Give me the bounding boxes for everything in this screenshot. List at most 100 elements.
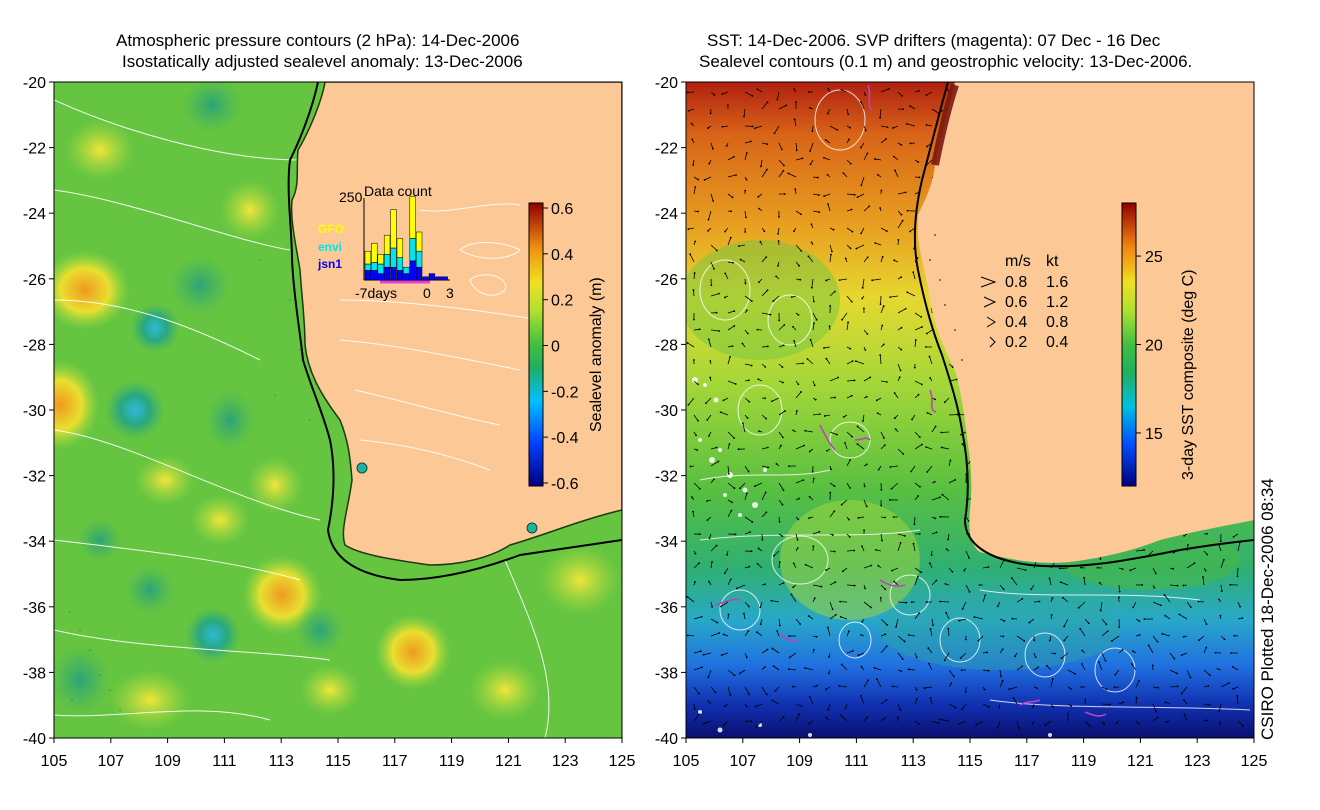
velocity-vector xyxy=(876,678,882,688)
velocity-vector xyxy=(811,278,814,288)
velocity-vector xyxy=(795,533,798,540)
velocity-vector xyxy=(727,686,731,696)
velocity-vector xyxy=(1130,567,1137,571)
velocity-vector xyxy=(1049,578,1052,586)
x-tick-label: 107 xyxy=(729,753,756,770)
velocity-vector xyxy=(829,482,835,487)
velocity-vector xyxy=(744,295,753,302)
velocity-vector xyxy=(829,244,833,252)
inset-bars xyxy=(364,196,448,281)
velocity-vector xyxy=(727,482,735,489)
velocity-vector xyxy=(863,206,870,212)
velocity-vector xyxy=(693,290,695,297)
velocity-vector xyxy=(720,601,729,607)
velocity-vector xyxy=(857,193,865,198)
velocity-vector xyxy=(807,358,814,365)
velocity-vector xyxy=(846,193,855,196)
velocity-vector xyxy=(929,356,933,365)
velocity-vector xyxy=(880,533,883,541)
velocity-vector xyxy=(761,649,768,654)
y-tick-label: -20 xyxy=(23,75,46,92)
velocity-legend: m/s kt 0.8 1.6 0.6 1.2 0.4 0.8 0.2 0.4 xyxy=(980,253,1068,351)
velocity-vector xyxy=(773,665,780,671)
velocity-vector xyxy=(724,273,729,280)
velocity-vector xyxy=(812,193,819,196)
velocity-vector xyxy=(829,581,836,586)
velocity-vector xyxy=(926,124,933,127)
velocity-legend-arrow xyxy=(986,316,996,328)
velocity-vector xyxy=(827,627,831,637)
velocity-vector xyxy=(1162,633,1171,637)
velocity-vector xyxy=(1152,601,1161,606)
x-tick-label: 111 xyxy=(844,753,868,770)
sst-colorbar-tick: 20 xyxy=(1145,338,1163,355)
inset-bar-jsn1 xyxy=(403,273,410,281)
velocity-vector xyxy=(809,142,814,152)
velocity-vector xyxy=(982,703,990,708)
y-tick-label: -40 xyxy=(655,731,678,748)
velocity-vector xyxy=(874,667,882,671)
velocity-vector xyxy=(910,465,916,472)
inset-bar-envi xyxy=(371,262,378,271)
inset-bar-gfo xyxy=(409,196,416,239)
velocity-vector xyxy=(914,326,923,331)
velocity-vector xyxy=(1164,594,1171,603)
velocity-vector xyxy=(894,392,899,399)
velocity-vector xyxy=(761,447,768,450)
velocity-vector xyxy=(789,652,797,658)
velocity-vector xyxy=(897,191,906,195)
velocity-vector xyxy=(1078,601,1086,609)
velocity-vector xyxy=(742,423,746,433)
velocity-vector xyxy=(827,204,831,212)
velocity-vector xyxy=(880,444,886,450)
velocity-vector xyxy=(773,550,780,557)
velocity-vector xyxy=(829,125,838,131)
velocity-vector xyxy=(778,170,784,178)
inset-title: Data count xyxy=(364,183,432,199)
velocity-vector xyxy=(1203,669,1211,676)
velocity-vector xyxy=(708,339,712,348)
velocity-vector xyxy=(858,516,865,519)
velocity-vector xyxy=(778,105,787,110)
velocity-vector xyxy=(1016,720,1020,729)
velocity-vector xyxy=(897,91,903,97)
velocity-vector xyxy=(962,601,967,610)
velocity-vector xyxy=(693,714,700,722)
velocity-vector xyxy=(944,397,950,403)
y-tick-label: -32 xyxy=(655,469,678,486)
velocity-vector xyxy=(999,559,1005,569)
velocity-vector xyxy=(812,323,815,331)
velocity-vector xyxy=(736,584,746,589)
velocity-vector xyxy=(1152,567,1157,574)
velocity-vector xyxy=(727,669,735,676)
velocity-vector xyxy=(761,686,768,695)
left-title-line1: Atmospheric pressure contours (2 hPa): 1… xyxy=(116,31,520,50)
velocity-vector xyxy=(743,108,746,117)
velocity-vector xyxy=(761,169,768,178)
velocity-vector xyxy=(1236,695,1239,705)
velocity-vector xyxy=(829,431,838,435)
x-tick-label: 109 xyxy=(786,753,813,770)
velocity-vector xyxy=(841,664,848,671)
velocity-vector xyxy=(880,88,890,93)
velocity-vector xyxy=(1084,618,1090,624)
velocity-vector xyxy=(1132,601,1137,608)
velocity-vector xyxy=(795,210,802,215)
x-tick-label: 109 xyxy=(154,753,181,770)
velocity-vector xyxy=(999,680,1004,688)
velocity-vector xyxy=(778,716,785,722)
velocity-vector xyxy=(860,227,865,234)
inset-bar-envi xyxy=(403,266,410,274)
y-tick-label: -26 xyxy=(23,272,46,289)
velocity-vector xyxy=(960,652,967,659)
velocity-vector xyxy=(914,312,922,318)
velocity-vector xyxy=(897,363,901,371)
velocity-vector xyxy=(727,237,732,246)
velocity-vector xyxy=(794,119,797,127)
velocity-vector xyxy=(914,340,917,348)
velocity-vector xyxy=(771,600,780,603)
velocity-vector xyxy=(708,210,712,220)
velocity-vector xyxy=(841,499,848,505)
velocity-vector xyxy=(860,142,865,148)
velocity-vector xyxy=(924,686,933,689)
